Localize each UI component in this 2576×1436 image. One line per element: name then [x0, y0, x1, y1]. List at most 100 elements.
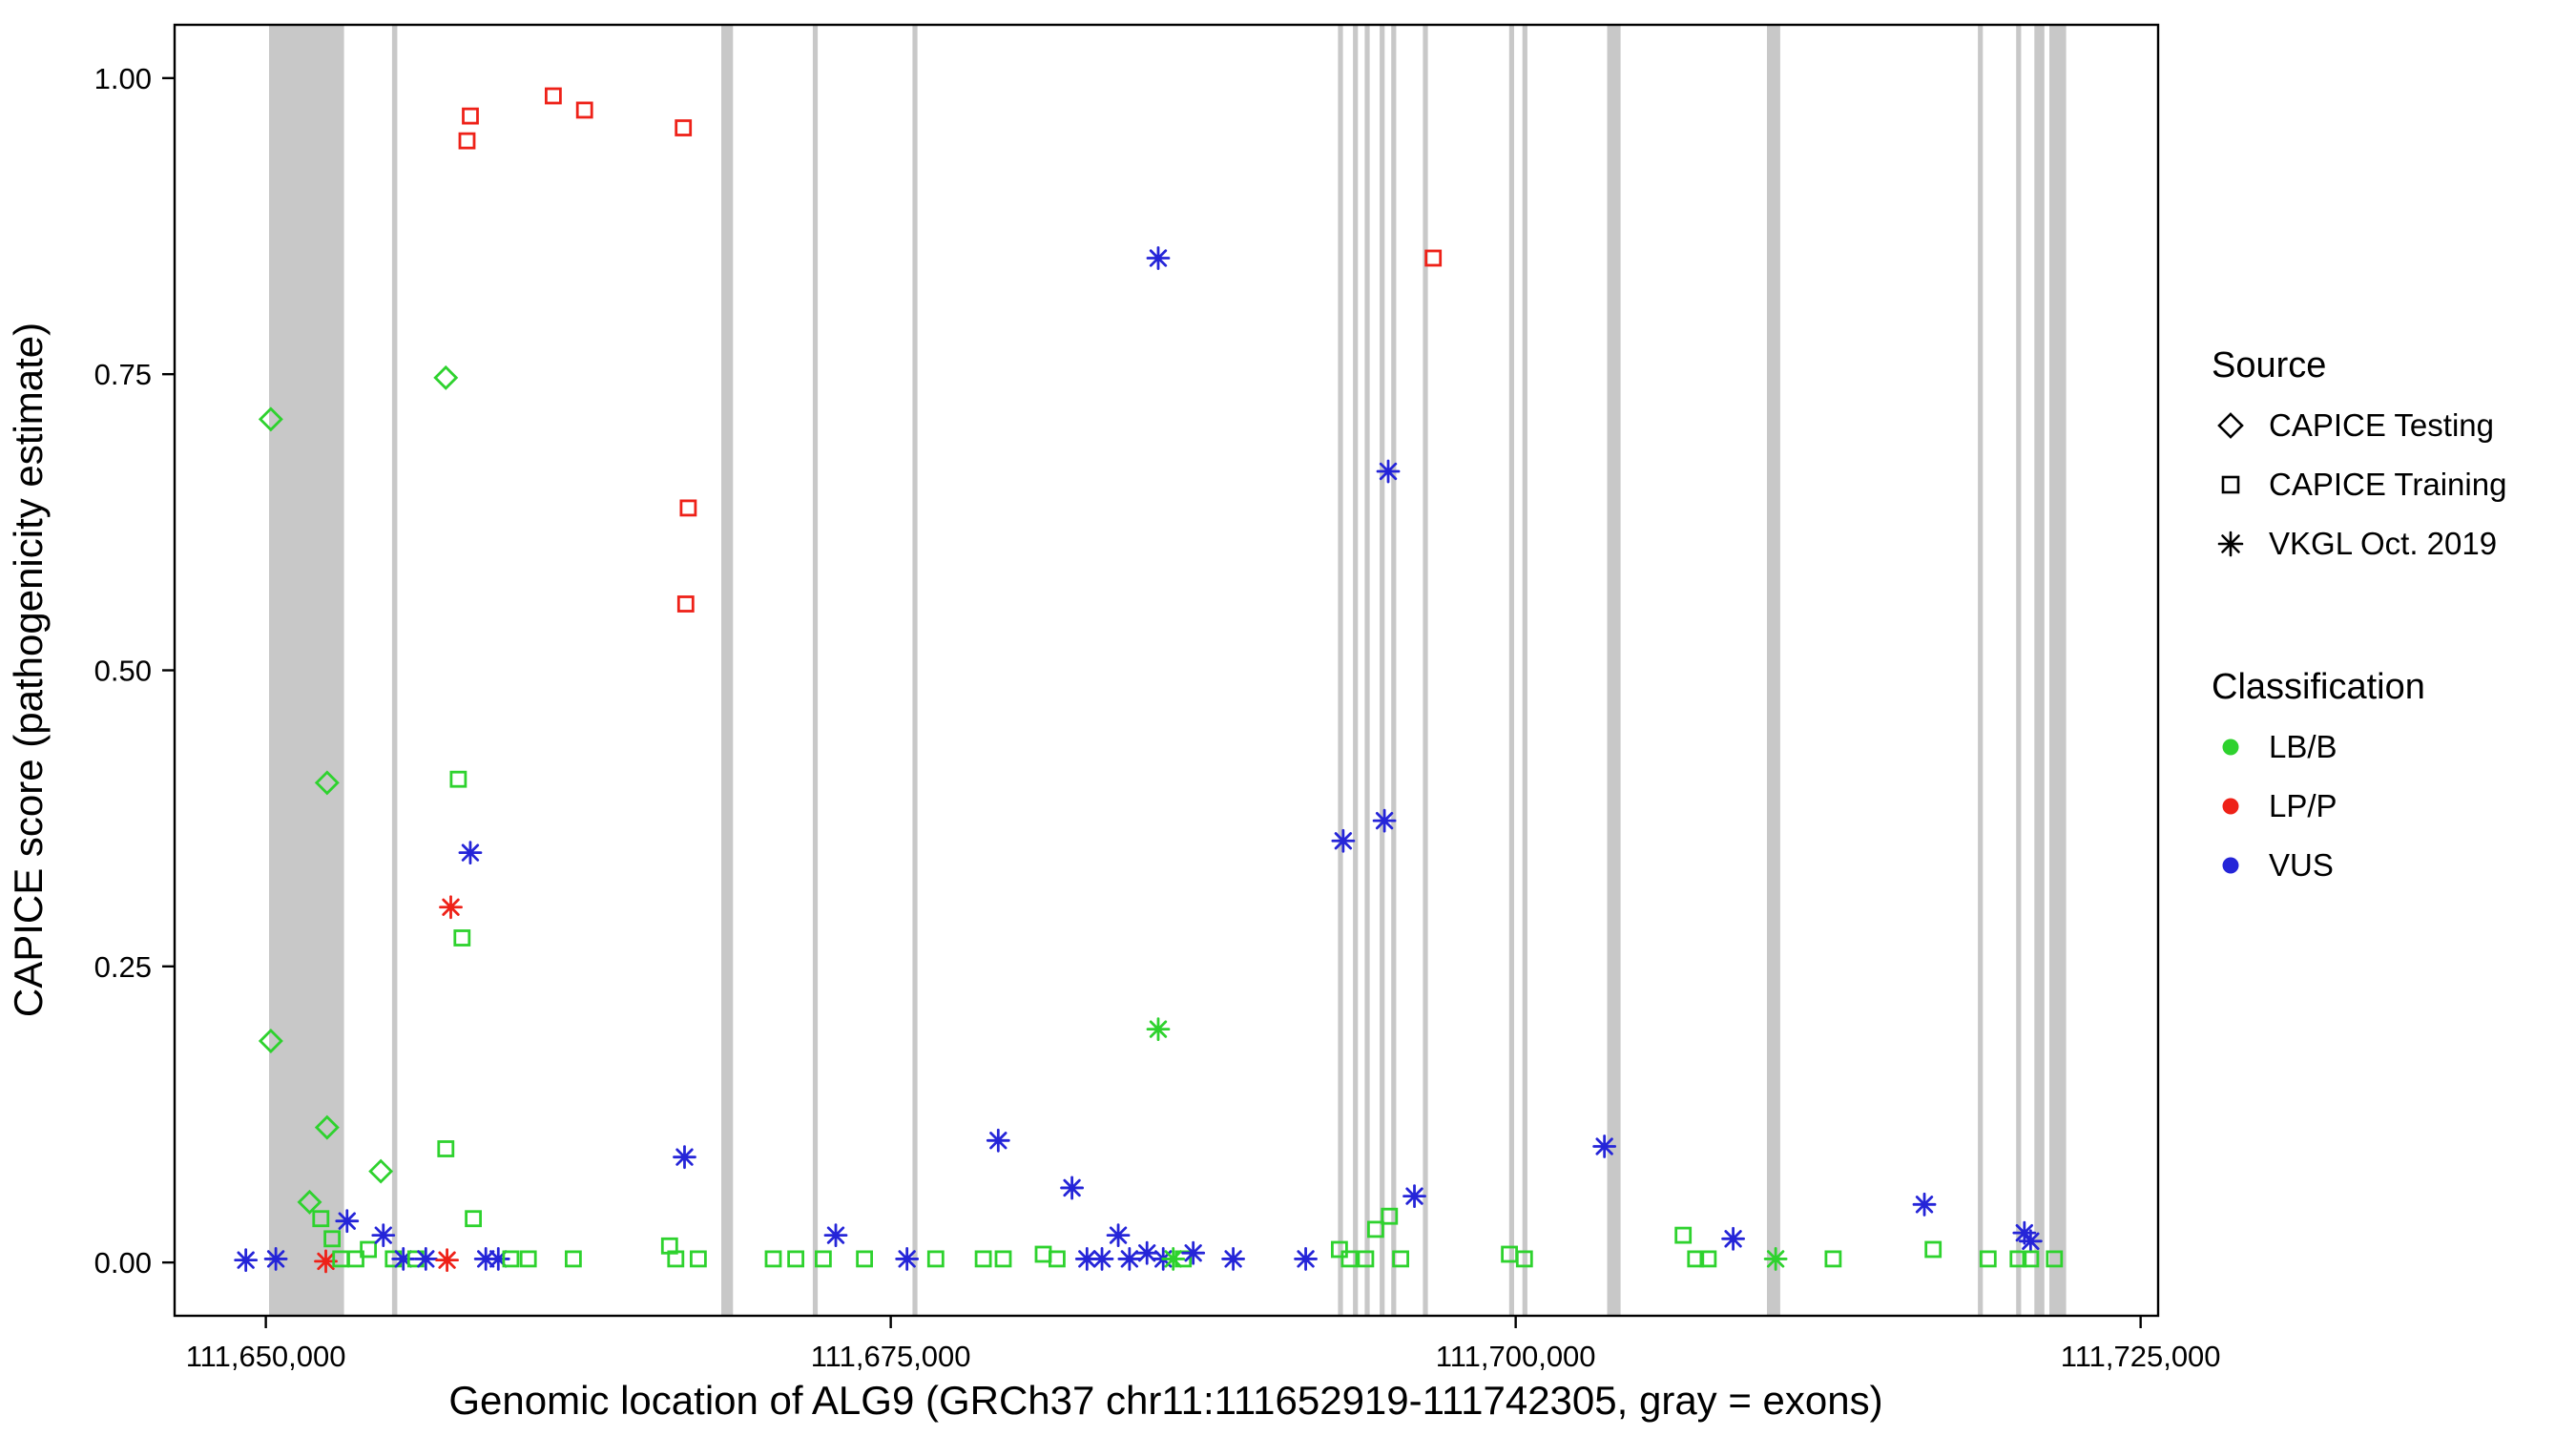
data-point — [1376, 459, 1401, 484]
data-point — [258, 406, 283, 432]
legend-label-capice-testing: CAPICE Testing — [2269, 407, 2494, 443]
exon-band — [1364, 25, 1370, 1316]
legend-item-lpp: LP/P — [2212, 782, 2506, 830]
data-point — [764, 1250, 782, 1268]
data-point — [1381, 1207, 1399, 1225]
data-point — [974, 1250, 992, 1268]
exon-band — [391, 25, 398, 1316]
x-tick-label: 111,650,000 — [186, 1340, 346, 1373]
data-point — [258, 1029, 283, 1053]
data-point — [502, 1250, 520, 1268]
exon-band — [2049, 25, 2067, 1316]
data-point — [1979, 1250, 1997, 1268]
legend-item-lbb: LB/B — [2212, 723, 2506, 771]
y-tick-label: 1.00 — [94, 62, 152, 95]
diamond-icon — [2217, 412, 2244, 439]
data-point — [1763, 1247, 1788, 1271]
data-point — [335, 1209, 360, 1234]
data-point — [823, 1223, 848, 1247]
data-point — [413, 1247, 438, 1271]
legend-classification: Classification LB/B LP/P VUS — [2212, 667, 2506, 901]
panel-border — [173, 23, 2160, 1318]
data-point — [458, 841, 483, 865]
data-point — [1392, 1250, 1409, 1268]
x-tick-label: 111,700,000 — [1436, 1340, 1596, 1373]
data-point — [453, 929, 471, 947]
data-point — [1074, 1247, 1099, 1271]
data-point — [1134, 1240, 1159, 1265]
exon-band — [812, 25, 819, 1316]
y-axis-title: CAPICE score (pathogenicity estimate) — [6, 323, 51, 1017]
exon-band — [1353, 25, 1359, 1316]
asterisk-icon — [2217, 531, 2244, 557]
data-point — [312, 1210, 330, 1228]
y-tick-label: 0.75 — [94, 358, 152, 391]
data-point — [1372, 808, 1397, 833]
data-point — [679, 499, 697, 517]
data-point — [314, 770, 340, 796]
legend-item-vus: VUS — [2212, 842, 2506, 889]
data-point — [1161, 1247, 1186, 1271]
data-point — [1146, 1017, 1171, 1042]
exon-layer — [269, 25, 2067, 1316]
data-point — [360, 1240, 378, 1259]
points-layer — [234, 87, 2064, 1274]
data-point — [1924, 1240, 1942, 1259]
data-point — [1357, 1250, 1375, 1268]
data-point — [545, 87, 562, 105]
data-point — [1090, 1247, 1114, 1271]
data-point — [347, 1250, 364, 1268]
data-point — [519, 1250, 537, 1268]
data-point — [314, 1249, 338, 1274]
y-tick-label: 0.00 — [94, 1246, 152, 1280]
exon-band — [1978, 25, 1984, 1316]
legend-label-lpp: LP/P — [2269, 788, 2337, 823]
data-point — [994, 1250, 1012, 1268]
legend-item-capice-testing: CAPICE Testing — [2212, 402, 2506, 449]
data-point — [675, 119, 693, 136]
data-point — [1049, 1250, 1066, 1268]
legend-classification-title: Classification — [2212, 667, 2425, 707]
data-point — [1340, 1250, 1359, 1268]
data-point — [667, 1250, 685, 1268]
data-point — [1331, 1240, 1348, 1259]
legend-label-vkgl: VKGL Oct. 2019 — [2269, 526, 2498, 561]
legend-source: Source CAPICE Testing CAPICE Training VK… — [2212, 345, 2506, 579]
data-point — [1699, 1250, 1717, 1268]
exon-band — [1607, 25, 1621, 1316]
data-point — [1592, 1134, 1617, 1158]
data-point — [473, 1247, 498, 1271]
x-tick-label: 111,675,000 — [811, 1340, 971, 1373]
data-point — [2009, 1250, 2027, 1268]
data-point — [1687, 1250, 1705, 1268]
exon-band — [1391, 25, 1397, 1316]
data-point — [2022, 1250, 2040, 1268]
data-point — [2046, 1250, 2064, 1268]
data-point — [234, 1248, 259, 1273]
data-point — [486, 1247, 510, 1271]
exon-band — [1508, 25, 1514, 1316]
data-point — [1106, 1223, 1131, 1247]
data-point — [1402, 1184, 1426, 1209]
data-point — [2018, 1229, 2043, 1254]
data-point — [815, 1250, 832, 1268]
data-point — [1117, 1247, 1142, 1271]
data-point — [1221, 1247, 1245, 1271]
data-point — [462, 107, 479, 125]
data-point — [435, 1248, 459, 1273]
exon-band — [1522, 25, 1527, 1316]
data-point — [1146, 246, 1171, 270]
exon-band — [1380, 25, 1385, 1316]
data-point — [926, 1250, 945, 1268]
data-point — [1721, 1226, 1745, 1251]
data-point — [449, 770, 467, 788]
legend-item-vkgl: VKGL Oct. 2019 — [2212, 520, 2506, 568]
red-dot-icon — [2222, 798, 2239, 815]
blue-dot-icon — [2222, 857, 2239, 874]
data-point — [1367, 1220, 1384, 1238]
exon-band — [1338, 25, 1343, 1316]
data-point — [1912, 1192, 1937, 1217]
legend-source-title: Source — [2212, 345, 2327, 385]
